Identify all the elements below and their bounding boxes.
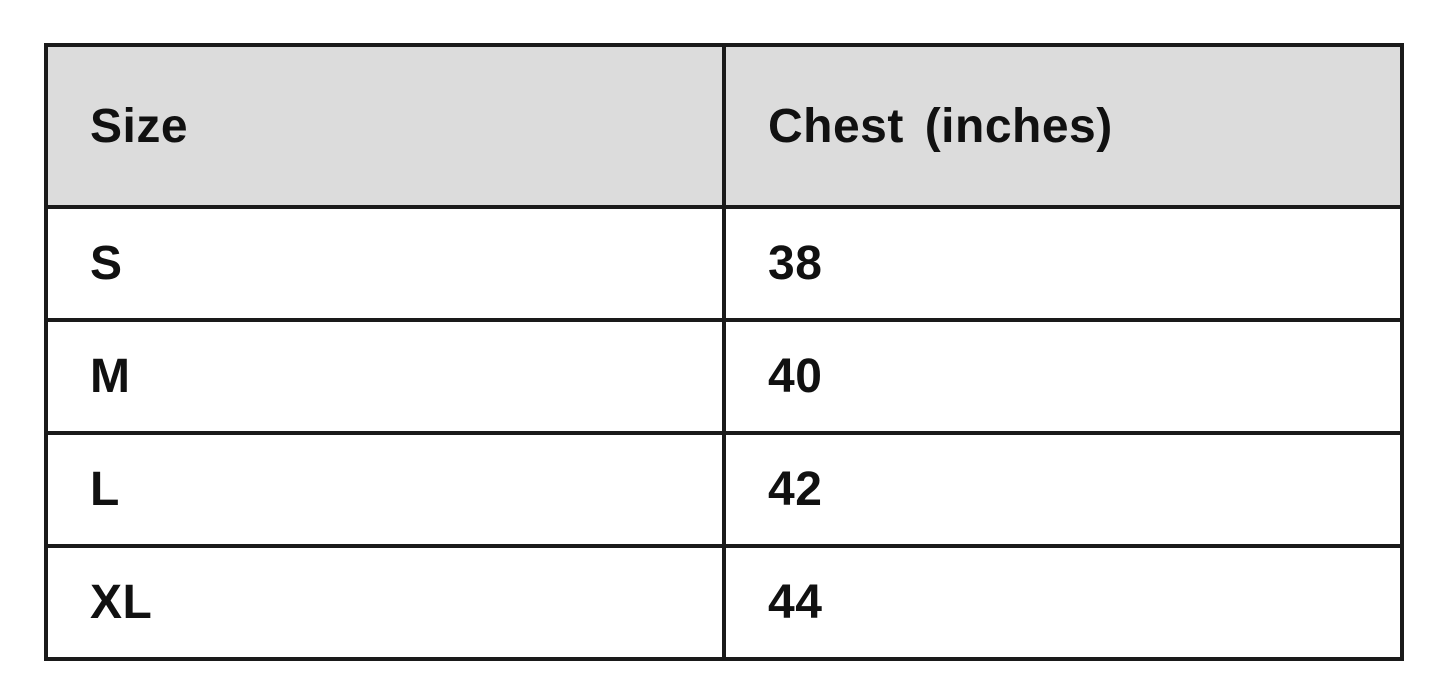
size-cell: M	[44, 318, 726, 435]
chest-cell: 40	[722, 318, 1404, 435]
header-cell-chest: Chest (inches)	[722, 43, 1404, 209]
size-cell: S	[44, 205, 726, 322]
table-row: XL 44	[44, 544, 1404, 661]
size-cell: L	[44, 431, 726, 548]
size-chart-table: Size Chest (inches) S 38 M 40 L 42 XL 44	[44, 43, 1404, 661]
table-row: L 42	[44, 431, 1404, 548]
header-cell-size: Size	[44, 43, 726, 209]
chest-cell: 38	[722, 205, 1404, 322]
table-header: Size Chest (inches)	[44, 43, 1404, 209]
table-row: S 38	[44, 205, 1404, 322]
chest-cell: 44	[722, 544, 1404, 661]
table-row: M 40	[44, 318, 1404, 435]
size-cell: XL	[44, 544, 726, 661]
header-row: Size Chest (inches)	[44, 43, 1404, 209]
chest-cell: 42	[722, 431, 1404, 548]
table-body: S 38 M 40 L 42 XL 44	[44, 205, 1404, 661]
